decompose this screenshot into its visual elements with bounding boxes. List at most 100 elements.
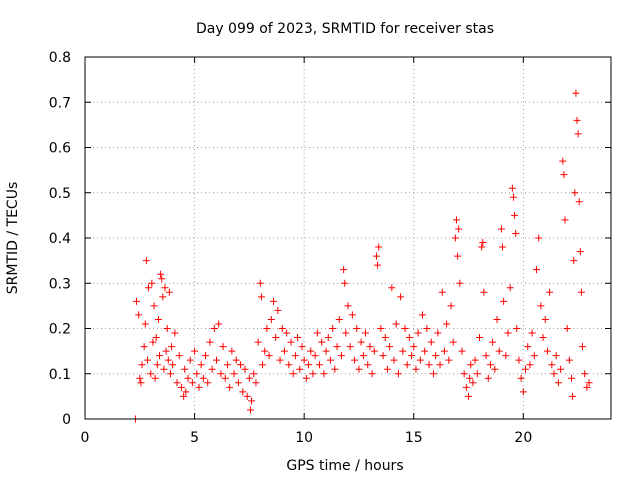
data-point — [140, 343, 148, 351]
data-point — [151, 374, 159, 382]
data-point — [168, 343, 176, 351]
data-point — [532, 266, 540, 274]
data-point — [351, 356, 359, 364]
data-point — [454, 252, 462, 260]
data-point — [215, 320, 223, 328]
data-point — [569, 392, 577, 400]
data-point — [302, 374, 310, 382]
data-point — [512, 229, 520, 237]
data-point — [166, 370, 174, 378]
data-point — [522, 365, 530, 373]
data-point — [353, 325, 361, 332]
data-point — [149, 338, 157, 346]
data-point — [408, 352, 416, 360]
data-point — [228, 347, 236, 355]
data-point — [476, 334, 483, 342]
data-point — [291, 352, 299, 360]
data-point — [539, 334, 547, 342]
data-point — [173, 379, 181, 387]
data-point — [414, 329, 422, 337]
data-point — [388, 284, 396, 292]
data-point — [489, 338, 497, 346]
data-point — [455, 225, 463, 233]
data-point — [232, 356, 240, 364]
data-point — [560, 171, 568, 179]
data-point — [177, 383, 185, 391]
data-point — [390, 356, 398, 364]
data-point — [333, 343, 341, 351]
data-point — [366, 343, 374, 351]
data-point — [283, 329, 291, 337]
data-point — [335, 315, 343, 323]
tick-labels: 0 5 10 15 20 0 0.1 0.2 0.3 0.4 0.5 0.6 0.7 0.8 — [49, 50, 533, 446]
x-axis-label: GPS time / hours — [286, 458, 403, 474]
y-tick-label: 0.7 — [49, 95, 71, 111]
data-point — [465, 392, 473, 400]
data-point — [181, 365, 189, 373]
data-point — [135, 311, 143, 319]
grid-lines — [85, 57, 611, 419]
data-point — [443, 320, 451, 328]
data-point — [234, 379, 242, 387]
data-point — [141, 320, 149, 328]
data-point — [191, 347, 199, 355]
y-tick-label: 0.6 — [49, 141, 71, 157]
data-point — [188, 379, 196, 387]
data-point — [164, 356, 172, 364]
data-point — [318, 338, 326, 346]
data-point — [397, 293, 405, 301]
data-point — [313, 329, 321, 337]
data-point — [143, 356, 151, 364]
data-point — [451, 234, 459, 242]
data-point — [241, 365, 249, 373]
data-point — [197, 361, 205, 369]
data-point — [570, 257, 578, 265]
data-point — [199, 374, 207, 382]
data-point — [513, 325, 521, 332]
y-tick-label: 0.3 — [49, 276, 71, 292]
data-point — [340, 266, 348, 274]
y-tick-label: 0.5 — [49, 186, 71, 202]
data-point — [248, 397, 256, 405]
data-point — [142, 257, 150, 265]
data-point — [386, 343, 394, 351]
data-point — [364, 361, 372, 369]
data-point — [519, 388, 527, 396]
data-point — [574, 130, 582, 138]
y-tick-label: 0 — [62, 412, 71, 428]
data-point — [502, 352, 510, 360]
y-tick-label: 0.2 — [49, 322, 71, 338]
data-point — [278, 325, 286, 332]
data-point — [370, 347, 378, 355]
data-point — [362, 329, 370, 337]
data-point — [210, 325, 218, 332]
data-point — [182, 388, 190, 396]
data-point — [300, 356, 308, 364]
data-point — [383, 365, 391, 373]
data-point — [559, 157, 567, 165]
data-point — [484, 374, 492, 382]
data-point — [138, 361, 146, 369]
x-tick-label: 0 — [81, 430, 90, 446]
data-point — [458, 347, 466, 355]
data-point — [195, 383, 203, 391]
data-point — [410, 343, 418, 351]
data-point — [571, 189, 579, 197]
data-point — [511, 211, 519, 219]
x-tick-label: 15 — [405, 430, 423, 446]
data-point — [133, 297, 141, 305]
data-point — [184, 374, 192, 382]
data-point — [307, 347, 315, 355]
data-point — [563, 325, 571, 332]
data-point — [509, 193, 517, 201]
data-point — [581, 370, 589, 378]
data-point — [535, 234, 543, 242]
data-point — [322, 347, 330, 355]
data-point — [261, 347, 269, 355]
data-point — [392, 320, 400, 328]
data-point — [379, 352, 387, 360]
data-point — [348, 311, 356, 319]
data-point — [280, 347, 288, 355]
data-point — [152, 334, 160, 342]
